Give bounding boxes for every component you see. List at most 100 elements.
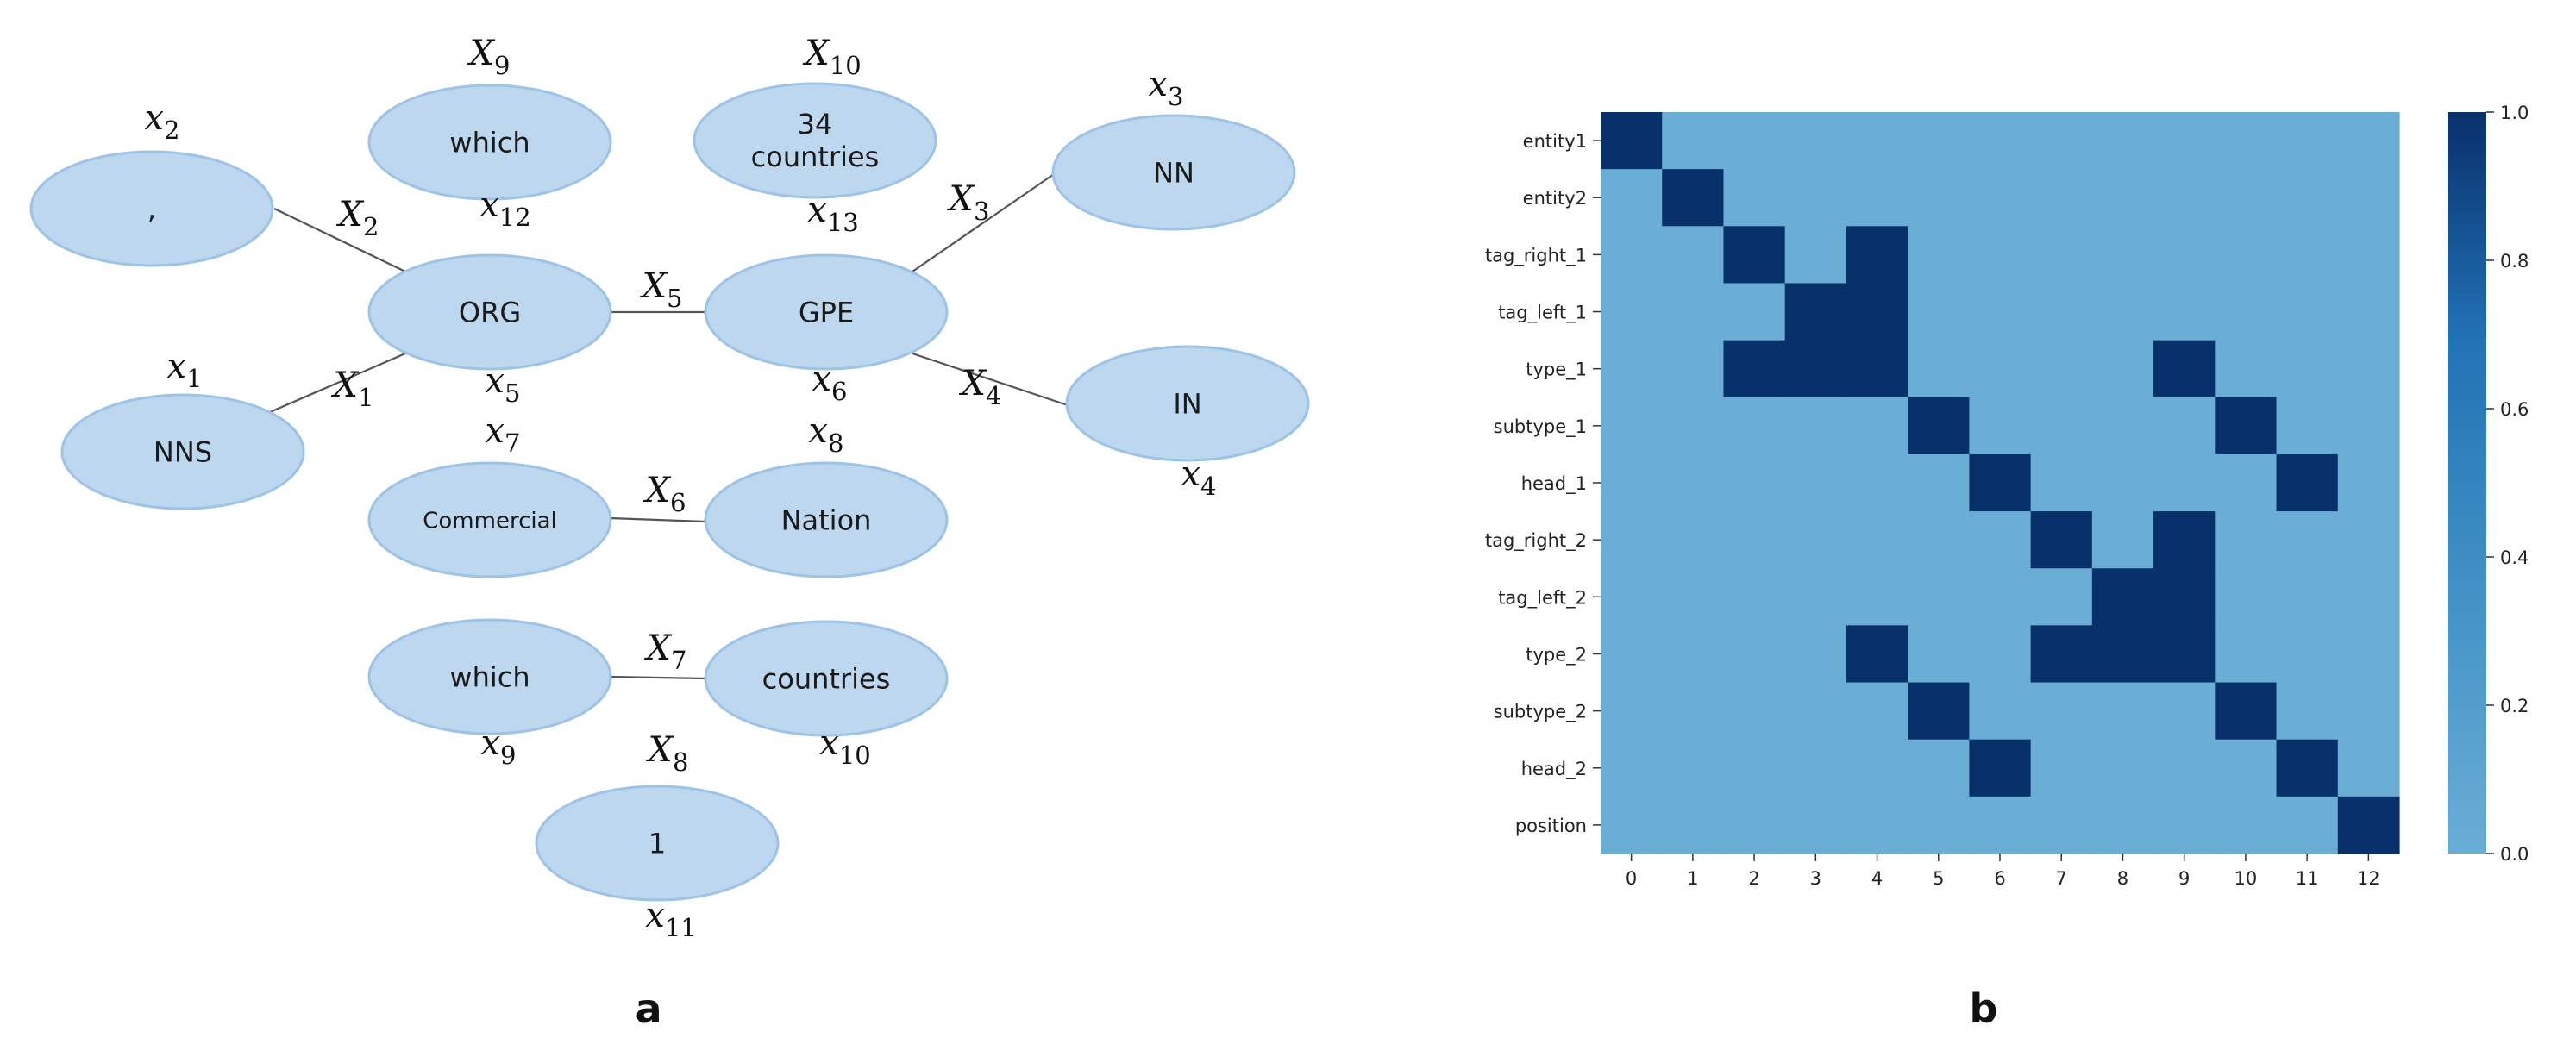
edge-var-X5: X5 — [640, 266, 683, 313]
edge-var-X3: X3 — [947, 179, 990, 226]
heatmap-cell-0-9 — [2153, 112, 2216, 170]
panel-b-heatmap: entity1 entity2 tag_right_1 tag_left_1 type_… — [1485, 103, 2529, 889]
heatmap-cell-11-12 — [2337, 739, 2400, 797]
node-nn-ellipse — [1051, 114, 1296, 231]
node-org-label: ORG — [459, 297, 521, 329]
heatmap-cell-4-2 — [1723, 340, 1786, 398]
heatmap-cell-2-6 — [1969, 226, 2032, 285]
node-nns: NNS — [60, 393, 305, 510]
heatmap-cell-7-3 — [1784, 511, 1847, 569]
heatmap-cell-9-2 — [1723, 625, 1786, 684]
row-label-subtype_2: subtype_2 — [1494, 702, 1587, 723]
node-nns-label: NNS — [154, 436, 212, 469]
heatmap-cell-4-1 — [1662, 340, 1725, 398]
heatmap-cell-3-0 — [1601, 283, 1663, 341]
heatmap-cell-4-5 — [1908, 340, 1970, 398]
node-var-gpe: x6 — [812, 360, 847, 406]
heatmap-cell-0-7 — [2030, 112, 2093, 170]
heatmap-cell-7-10 — [2215, 511, 2278, 569]
var-x13: x13 — [807, 191, 858, 237]
node-which_bottom-ellipse — [367, 618, 612, 735]
edge-var-X4: X4 — [959, 364, 1002, 410]
heatmap-cell-5-6 — [1969, 397, 2032, 455]
col-label-0: 0 — [1626, 868, 1637, 889]
heatmap-cell-3-8 — [2091, 283, 2154, 341]
row-label-type_1: type_1 — [1526, 360, 1587, 381]
heatmap-cell-1-7 — [2030, 169, 2093, 227]
heatmap-cell-3-1 — [1662, 283, 1725, 341]
heatmap-cell-9-6 — [1969, 625, 2032, 684]
heatmap-cell-4-0 — [1601, 340, 1663, 398]
heatmap-cell-8-8 — [2091, 568, 2154, 626]
heatmap-cell-5-3 — [1784, 397, 1847, 455]
heatmap-cell-9-8 — [2091, 625, 2154, 684]
heatmap-cell-6-1 — [1662, 453, 1725, 512]
heatmap-cell-1-2 — [1723, 169, 1786, 227]
heatmap-cell-9-1 — [1662, 625, 1725, 684]
edge-var-X6: X6 — [643, 471, 686, 517]
heatmap-cell-5-0 — [1601, 397, 1663, 455]
node-countries34-label-line1: 34 — [798, 108, 833, 141]
col-label-11: 11 — [2296, 868, 2319, 889]
node-var-commercial: x7 — [485, 411, 520, 458]
heatmap-cell-4-4 — [1846, 340, 1908, 398]
colorbar-tick-label-1.0: 1.0 — [2500, 103, 2529, 123]
node-which_top-ellipse — [367, 84, 612, 201]
node-commercial-label: Commercial — [423, 508, 557, 534]
heatmap-cell-10-6 — [1969, 682, 2032, 741]
heatmap-cell-5-4 — [1846, 397, 1908, 455]
heatmap-cell-11-5 — [1908, 739, 1970, 797]
heatmap-cell-6-8 — [2091, 453, 2154, 512]
heatmap-cell-2-5 — [1908, 226, 1970, 285]
node-commercial-ellipse — [367, 461, 612, 578]
heatmap-cell-10-12 — [2337, 682, 2400, 741]
heatmap-cell-0-5 — [1908, 112, 1970, 170]
colorbar-tick-label-0.0: 0.0 — [2500, 844, 2529, 865]
heatmap-cell-8-4 — [1846, 568, 1908, 626]
heatmap-cell-8-2 — [1723, 568, 1786, 626]
heatmap-cell-7-1 — [1662, 511, 1725, 569]
heatmap-cell-0-8 — [2091, 112, 2154, 170]
heatmap-cell-0-11 — [2276, 112, 2339, 170]
heatmap-cell-9-7 — [2030, 625, 2093, 684]
heatmap-cell-12-10 — [2215, 796, 2278, 854]
edge-var-X2: X2 — [336, 195, 379, 241]
heatmap-cell-2-8 — [2091, 226, 2154, 285]
heatmap-cell-6-3 — [1784, 453, 1847, 512]
heatmap-cell-6-4 — [1846, 453, 1908, 512]
heatmap-cell-10-0 — [1601, 682, 1663, 741]
heatmap-cell-4-6 — [1969, 340, 2032, 398]
heatmap-cell-10-7 — [2030, 682, 2093, 741]
heatmap-cell-7-7 — [2030, 511, 2093, 569]
heatmap-cell-7-9 — [2153, 511, 2216, 569]
node-gpe: GPE — [704, 253, 949, 371]
heatmap-cell-0-0 — [1601, 112, 1663, 170]
heatmap-cell-9-4 — [1846, 625, 1908, 684]
node-var-one: x11 — [645, 896, 696, 942]
node-comma-ellipse — [29, 150, 274, 267]
col-label-8: 8 — [2117, 868, 2128, 889]
heatmap-cell-4-11 — [2276, 340, 2339, 398]
heatmap-cell-1-0 — [1601, 169, 1663, 227]
heatmap-cell-9-3 — [1784, 625, 1847, 684]
node-var-nns: x1 — [166, 347, 202, 393]
heatmap-cell-6-5 — [1908, 453, 1970, 512]
heatmap-cell-8-11 — [2276, 568, 2339, 626]
heatmap-cell-10-11 — [2276, 682, 2339, 741]
heatmap-cell-3-5 — [1908, 283, 1970, 341]
heatmap-cell-0-6 — [1969, 112, 2032, 170]
node-which_top-label: which — [449, 127, 530, 159]
edge-var-X7: X7 — [644, 628, 687, 675]
colorbar-tick-label-0.8: 0.8 — [2500, 251, 2529, 272]
heatmap-cell-12-8 — [2091, 796, 2154, 854]
node-one-ellipse — [535, 785, 780, 902]
heatmap-cell-3-12 — [2337, 283, 2400, 341]
node-nation-label: Nation — [781, 504, 872, 537]
node-org-ellipse — [367, 253, 612, 371]
heatmap-cell-1-11 — [2276, 169, 2339, 227]
node-commercial: Commercial — [367, 461, 612, 578]
heatmap-cell-10-1 — [1662, 682, 1725, 741]
heatmap-cell-4-9 — [2153, 340, 2216, 398]
